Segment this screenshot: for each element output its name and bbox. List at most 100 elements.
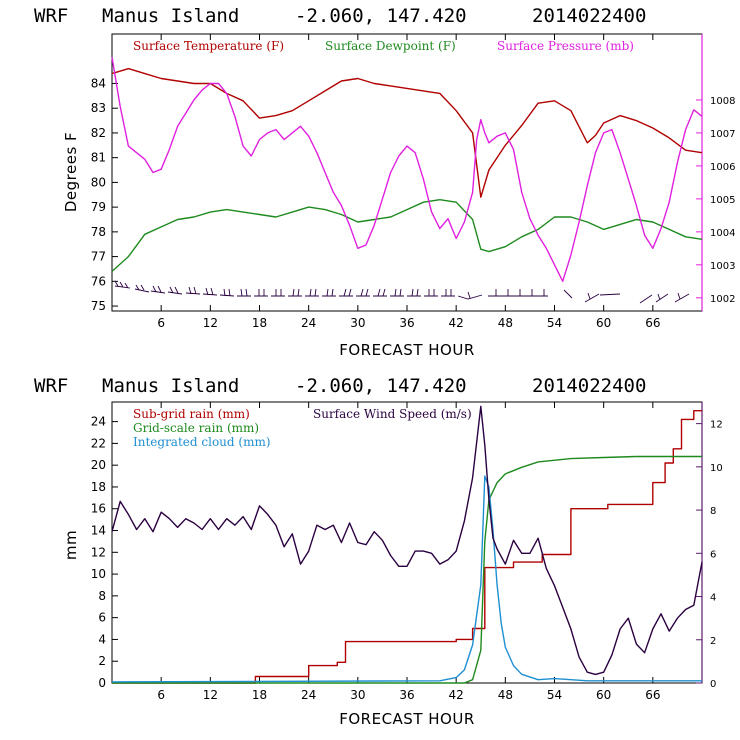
y-tick-label: 20 bbox=[91, 458, 106, 472]
bottom-chart: WRF Manus Island -2.060, 147.420 2014022… bbox=[34, 375, 723, 728]
y-tick-label: 8 bbox=[98, 589, 106, 603]
top-plot-frame bbox=[111, 33, 703, 312]
wind-barb-row-2 bbox=[219, 288, 353, 297]
x-tick-label: 18 bbox=[252, 688, 267, 702]
bottom-y-ticks-right: 0 2 4 6 8 10 12 bbox=[696, 420, 723, 690]
y2-tick-label: 1006 bbox=[710, 162, 735, 173]
legend-wind: Surface Wind Speed (m/s) bbox=[313, 407, 472, 421]
top-title-location: Manus Island bbox=[102, 5, 239, 27]
y-tick-label: 81 bbox=[91, 151, 106, 165]
y2-tick-label: 6 bbox=[710, 549, 716, 560]
top-series-group bbox=[111, 56, 703, 282]
x-tick-label: 30 bbox=[350, 316, 365, 330]
y2-tick-label: 4 bbox=[710, 593, 716, 604]
bottom-title-init: 2014022400 bbox=[532, 375, 646, 397]
top-xlabel: FORECAST HOUR bbox=[339, 341, 475, 359]
top-x-ticks: 6 12 18 24 30 36 42 48 54 60 66 bbox=[157, 34, 660, 330]
x-tick-label: 12 bbox=[203, 316, 218, 330]
x-tick-label: 6 bbox=[157, 316, 165, 330]
y-tick-label: 2 bbox=[98, 654, 106, 668]
top-title-model: WRF bbox=[34, 5, 68, 27]
series-line-sub-grid-rain-mm bbox=[112, 410, 702, 684]
bottom-xlabel: FORECAST HOUR bbox=[339, 710, 475, 728]
x-tick-label: 36 bbox=[399, 316, 414, 330]
series-line-surface-wind-speed-m-s bbox=[111, 405, 703, 676]
x-tick-label: 66 bbox=[645, 688, 660, 702]
x-tick-label: 30 bbox=[350, 688, 365, 702]
x-tick-label: 42 bbox=[449, 316, 464, 330]
y-tick-label: 84 bbox=[91, 76, 106, 90]
x-tick-label: 48 bbox=[498, 688, 513, 702]
y-tick-label: 83 bbox=[91, 101, 106, 115]
y2-tick-label: 10 bbox=[710, 463, 723, 474]
top-chart: WRF Manus Island -2.060, 147.420 2014022… bbox=[34, 5, 735, 359]
wind-barb-row-3 bbox=[356, 288, 455, 297]
x-tick-label: 66 bbox=[645, 316, 660, 330]
x-tick-label: 60 bbox=[596, 316, 611, 330]
x-tick-label: 24 bbox=[301, 688, 316, 702]
y-tick-label: 16 bbox=[91, 502, 106, 516]
wind-barbs bbox=[114, 280, 690, 304]
legend-cloud: Integrated cloud (mm) bbox=[133, 435, 271, 449]
y-tick-label: 80 bbox=[91, 175, 106, 189]
x-tick-label: 18 bbox=[252, 316, 267, 330]
x-tick-label: 54 bbox=[547, 688, 562, 702]
y-tick-label: 18 bbox=[91, 480, 106, 494]
wind-barb-row-4 bbox=[457, 289, 690, 304]
x-tick-label: 48 bbox=[498, 316, 513, 330]
y-tick-label: 76 bbox=[91, 274, 106, 288]
y2-tick-label: 1005 bbox=[710, 195, 735, 206]
x-tick-label: 24 bbox=[301, 316, 316, 330]
legend-pressure: Surface Pressure (mb) bbox=[497, 39, 634, 53]
y2-tick-label: 1002 bbox=[710, 294, 735, 305]
y-tick-label: 0 bbox=[98, 676, 106, 690]
x-tick-label: 6 bbox=[157, 688, 165, 702]
y-tick-label: 78 bbox=[91, 225, 106, 239]
top-y-ticks-right: 1002 1003 1004 1005 1006 1007 1008 bbox=[696, 96, 735, 305]
top-ylabel: Degrees F bbox=[62, 132, 80, 212]
legend-subgrid: Sub-grid rain (mm) bbox=[133, 407, 250, 421]
y-tick-label: 77 bbox=[91, 250, 106, 264]
legend-gridscale: Grid-scale rain (mm) bbox=[133, 421, 259, 435]
x-tick-label: 60 bbox=[596, 688, 611, 702]
y2-tick-label: 1004 bbox=[710, 228, 735, 239]
y2-tick-label: 2 bbox=[710, 636, 716, 647]
bottom-title-coords: -2.060, 147.420 bbox=[295, 375, 467, 397]
y-tick-label: 82 bbox=[91, 126, 106, 140]
bottom-title-location: Manus Island bbox=[102, 375, 239, 397]
wind-barb-row-1 bbox=[114, 280, 218, 296]
y-tick-label: 10 bbox=[91, 567, 106, 581]
bottom-series-group bbox=[111, 405, 703, 684]
x-tick-label: 42 bbox=[449, 688, 464, 702]
y-tick-label: 12 bbox=[91, 545, 106, 559]
y2-tick-label: 1007 bbox=[710, 129, 735, 140]
legend-temperature: Surface Temperature (F) bbox=[133, 39, 284, 53]
y2-tick-label: 1003 bbox=[710, 261, 735, 272]
series-line-surface-dewpoint-f bbox=[111, 199, 703, 272]
y2-tick-label: 8 bbox=[710, 506, 716, 517]
top-title-coords: -2.060, 147.420 bbox=[295, 5, 467, 27]
x-tick-label: 12 bbox=[203, 688, 218, 702]
bottom-ylabel: mm bbox=[62, 530, 80, 560]
x-tick-label: 54 bbox=[547, 316, 562, 330]
series-line-integrated-cloud-mm bbox=[111, 475, 702, 683]
top-y-ticks-left: 75 76 77 78 79 80 81 82 83 84 bbox=[91, 76, 118, 313]
series-line-grid-scale-rain-mm bbox=[112, 455, 702, 684]
y-tick-label: 75 bbox=[91, 299, 106, 313]
bottom-title-model: WRF bbox=[34, 375, 68, 397]
y2-tick-label: 0 bbox=[710, 679, 716, 690]
legend-dewpoint: Surface Dewpoint (F) bbox=[325, 39, 456, 53]
y-tick-label: 6 bbox=[98, 611, 106, 625]
y-tick-label: 24 bbox=[91, 415, 106, 429]
series-line-surface-pressure-mb bbox=[111, 56, 703, 282]
y2-tick-label: 12 bbox=[710, 420, 723, 431]
series-line-surface-temperature-f bbox=[111, 67, 703, 198]
y-tick-label: 4 bbox=[98, 632, 106, 646]
y2-tick-label: 1008 bbox=[710, 96, 735, 107]
y-tick-label: 79 bbox=[91, 200, 106, 214]
top-title-init: 2014022400 bbox=[532, 5, 646, 27]
x-tick-label: 36 bbox=[399, 688, 414, 702]
y-tick-label: 14 bbox=[91, 524, 106, 538]
